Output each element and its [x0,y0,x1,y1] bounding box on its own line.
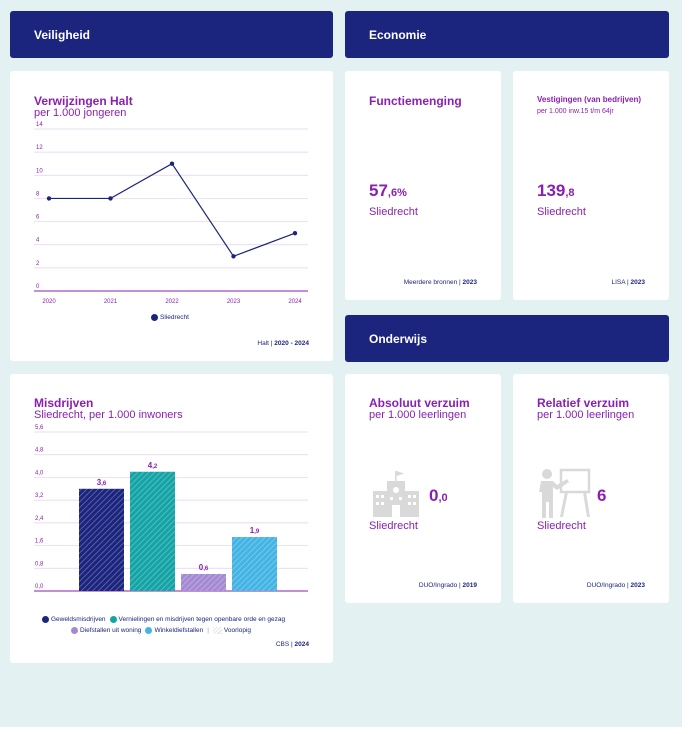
legend-label: Geweldsmisdrijven [51,616,106,623]
legend-label: Winkeldiefstallen [154,627,204,634]
bar-hatch [181,573,226,591]
y-tick-label: 0 [36,284,40,290]
y-tick-label: 2 [36,261,40,267]
y-tick-label: 0,0 [35,584,44,590]
legend-label: Voorlopig [223,627,252,634]
section-title: Onderwijs [369,331,428,346]
data-point [231,254,236,259]
teacher-presentation-icon [539,468,591,518]
y-tick-label: 0,8 [35,561,44,567]
y-tick-label: 1,6 [35,539,44,545]
y-tick-label: 4,0 [35,470,44,476]
legend-dot-icon [109,616,117,623]
y-tick-label: 6 [36,215,40,221]
source-label: CBS | 2024 [275,641,309,648]
card-subtitle: per 1.000 leerlingen [369,409,467,421]
line-chart: 0 2 4 6 8 10 12 14 2020 2021 2022 2023 2024 [34,122,308,305]
bar-hatch [232,537,277,591]
kpi-value: 0,0 [429,486,448,505]
y-tick-label: 5,6 [35,425,44,431]
section-title: Economie [369,27,427,42]
legend-dot-icon [145,627,153,634]
data-point [108,196,113,201]
x-tick-label: 2021 [104,299,118,305]
x-tick-label: 2024 [288,299,302,305]
legend-dot-icon [42,616,49,623]
legend-label: Vernielingen en misdrijven tegen openbar… [118,616,286,623]
x-tick-label: 2022 [165,299,179,305]
kpi-label: Sliedrecht [369,520,418,532]
card-subtitle: per 1.000 jongeren [34,107,127,119]
halt-card: Verwijzingen Halt per 1.000 jongeren 0 2 4… [10,71,333,361]
section-header-onderwijs: Onderwijs [345,315,669,362]
section-header-economie: Economie [345,11,669,58]
bar-hatch [130,471,175,591]
kpi-label: Sliedrecht [537,520,586,532]
y-tick-label: 10 [36,168,43,174]
y-tick-label: 14 [36,122,43,128]
data-label: 0,6 [199,563,209,572]
relatief-verzuim-card: Relatief verzuim per 1.000 leerlingen 6 … [513,374,669,603]
legend-dot-icon [151,314,158,321]
bar-hatch [79,488,124,591]
chart-legend: Sliedrecht [151,314,189,321]
kpi-label: Sliedrecht [537,206,586,218]
source-label: DUO/Ingrado | 2019 [418,582,477,589]
source-label: Halt | 2020 - 2024 [257,340,309,347]
card-title: Relatief verzuim [537,396,630,410]
data-point [292,230,298,236]
bar-chart: 0,0 0,8 1,6 2,4 3,2 4,0 4,8 5,6 3,6 4,2 0,6 1,9 [34,425,308,592]
card-subtitle: per 1.000 inw.15 t/m 64jr [537,108,614,115]
school-building-icon [373,471,419,517]
card-title: Vestigingen (van bedrijven) [537,95,642,104]
source-label: Meerdere bronnen | 2023 [403,279,477,286]
legend-dot-icon [71,627,78,634]
chart-legend: Geweldsmisdrijven Vernielingen en misdri… [42,616,285,623]
data-point [46,196,52,201]
absoluut-verzuim-card: Absoluut verzuim per 1.000 leerlingen 0,… [345,374,501,603]
data-label: 4,2 [148,461,158,470]
y-tick-label: 12 [36,145,43,151]
voorlopig-icon [212,627,222,634]
card-subtitle: Sliedrecht, per 1.000 inwoners [34,409,183,421]
series-line [49,162,296,258]
x-tick-label: 2020 [42,299,56,305]
legend-separator: | [207,627,209,634]
kpi-label: Sliedrecht [369,206,418,218]
chart-legend: Diefstallen uit woning Winkeldiefstallen… [71,627,251,634]
y-tick-label: 2,4 [35,516,44,522]
vestigingen-card: Vestigingen (van bedrijven) per 1.000 in… [513,71,669,300]
kpi-value: 139,8 [537,181,575,200]
card-title: Misdrijven [34,396,94,410]
legend-label: Sliedrecht [160,314,189,321]
card-title: Functiemenging [369,94,462,108]
x-tick-label: 2023 [227,299,241,305]
y-tick-label: 4 [36,238,40,244]
card-title: Verwijzingen Halt [34,94,133,108]
y-tick-label: 4,8 [35,448,44,454]
section-title: Veiligheid [34,27,91,42]
y-tick-label: 3,2 [35,493,44,499]
legend-label: Diefstallen uit woning [80,627,142,634]
kpi-value: 57,6% [369,181,407,200]
card-title: Absoluut verzuim [369,396,470,410]
data-point [169,161,175,166]
y-tick-label: 8 [36,191,40,197]
misdrijven-card: Misdrijven Sliedrecht, per 1.000 inwoner… [10,374,333,663]
card-subtitle: per 1.000 leerlingen [537,409,635,421]
data-label: 1,9 [250,526,260,535]
data-label: 3,6 [97,478,107,487]
source-label: DUO/Ingrado | 2023 [586,582,645,589]
functiemenging-card: Functiemenging 57,6% Sliedrecht Meerdere… [345,71,501,300]
section-header-veiligheid: Veiligheid [10,11,333,58]
kpi-value: 6 [597,486,607,505]
source-label: LISA | 2023 [611,279,645,286]
